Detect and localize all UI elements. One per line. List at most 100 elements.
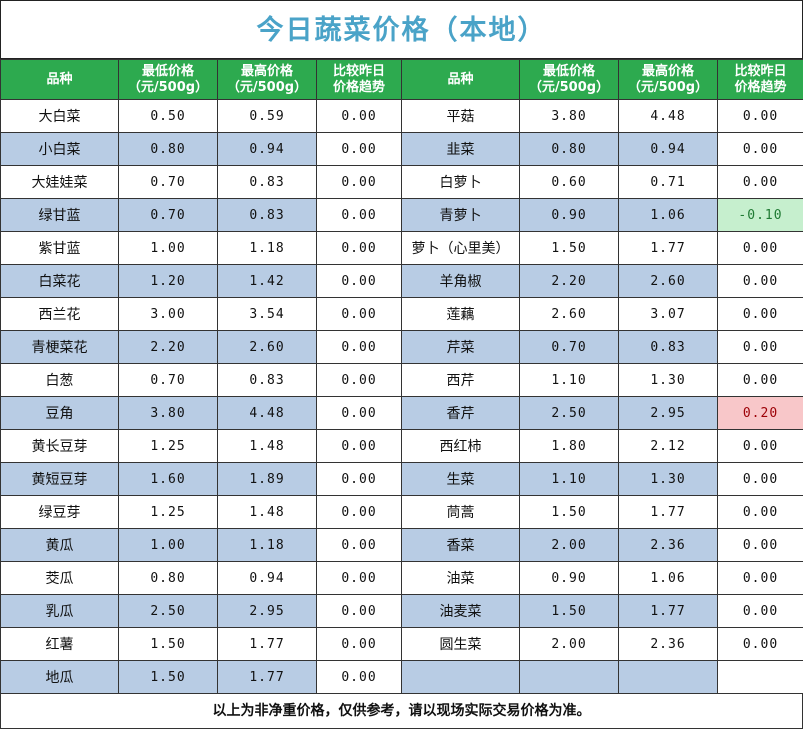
left-variety-cell: 大娃娃菜 — [0, 165, 119, 199]
right-trend-cell: 0.00 — [717, 363, 803, 397]
right-high-price-cell: 1.06 — [618, 198, 718, 232]
right-low-price-cell — [519, 660, 619, 694]
header-row: 品种 最低价格 （元/500g） 最高价格 （元/500g） 比较昨日 价格趋势 品种… — [0, 59, 803, 100]
left-low-price-cell: 1.50 — [118, 627, 218, 661]
left-high-price-cell: 0.94 — [217, 132, 317, 166]
right-low-price-cell: 0.80 — [519, 132, 619, 166]
right-high-price-cell: 2.12 — [618, 429, 718, 463]
right-low-price-cell: 3.80 — [519, 99, 619, 133]
right-variety-cell: 羊角椒 — [401, 264, 520, 298]
right-high-price-cell: 3.07 — [618, 297, 718, 331]
table-row: 绿甘蓝 0.70 0.83 0.00 青萝卜 0.90 1.06 -0.10 — [0, 198, 803, 232]
left-high-price-cell: 2.95 — [217, 594, 317, 628]
left-high-price-cell: 0.59 — [217, 99, 317, 133]
left-trend-cell: 0.00 — [316, 429, 402, 463]
right-low-price-cell: 2.60 — [519, 297, 619, 331]
right-high-price-cell: 2.36 — [618, 627, 718, 661]
left-trend-cell: 0.00 — [316, 297, 402, 331]
left-high-price-cell: 0.83 — [217, 198, 317, 232]
right-trend-cell: 0.00 — [717, 297, 803, 331]
left-trend-cell: 0.00 — [316, 594, 402, 628]
left-variety-cell: 白菜花 — [0, 264, 119, 298]
header-high-price: 最高价格 （元/500g） — [618, 59, 718, 100]
table-row: 地瓜 1.50 1.77 0.00 — [0, 660, 803, 694]
right-variety-cell: 青萝卜 — [401, 198, 520, 232]
right-high-price-cell: 0.71 — [618, 165, 718, 199]
left-low-price-cell: 0.70 — [118, 363, 218, 397]
right-high-price-cell: 4.48 — [618, 99, 718, 133]
table-row: 黄瓜 1.00 1.18 0.00 香菜 2.00 2.36 0.00 — [0, 528, 803, 562]
right-low-price-cell: 1.10 — [519, 462, 619, 496]
table-row: 大娃娃菜 0.70 0.83 0.00 白萝卜 0.60 0.71 0.00 — [0, 165, 803, 199]
table-row: 乳瓜 2.50 2.95 0.00 油麦菜 1.50 1.77 0.00 — [0, 594, 803, 628]
left-trend-cell: 0.00 — [316, 198, 402, 232]
left-high-price-cell: 1.77 — [217, 660, 317, 694]
right-trend-cell: 0.00 — [717, 561, 803, 595]
right-low-price-cell: 0.60 — [519, 165, 619, 199]
header-variety: 品种 — [0, 59, 119, 100]
right-trend-cell: 0.00 — [717, 429, 803, 463]
header-variety: 品种 — [401, 59, 520, 100]
left-low-price-cell: 0.70 — [118, 198, 218, 232]
left-trend-cell: 0.00 — [316, 660, 402, 694]
left-variety-cell: 豆角 — [0, 396, 119, 430]
left-low-price-cell: 0.80 — [118, 561, 218, 595]
left-high-price-cell: 2.60 — [217, 330, 317, 364]
right-variety-cell: 韭菜 — [401, 132, 520, 166]
left-variety-cell: 黄长豆芽 — [0, 429, 119, 463]
right-trend-cell: 0.00 — [717, 627, 803, 661]
left-variety-cell: 青梗菜花 — [0, 330, 119, 364]
table-row: 黄长豆芽 1.25 1.48 0.00 西红柿 1.80 2.12 0.00 — [0, 429, 803, 463]
right-high-price-cell: 1.77 — [618, 594, 718, 628]
right-low-price-cell: 1.50 — [519, 495, 619, 529]
left-low-price-cell: 0.70 — [118, 165, 218, 199]
right-low-price-cell: 2.00 — [519, 627, 619, 661]
right-trend-cell: 0.00 — [717, 231, 803, 265]
table-row: 茭瓜 0.80 0.94 0.00 油菜 0.90 1.06 0.00 — [0, 561, 803, 595]
header-high-price: 最高价格 （元/500g） — [217, 59, 317, 100]
right-trend-cell: 0.00 — [717, 495, 803, 529]
table-row: 青梗菜花 2.20 2.60 0.00 芹菜 0.70 0.83 0.00 — [0, 330, 803, 364]
header-low-price: 最低价格 （元/500g） — [118, 59, 218, 100]
left-trend-cell: 0.00 — [316, 132, 402, 166]
left-low-price-cell: 2.50 — [118, 594, 218, 628]
table-row: 白葱 0.70 0.83 0.00 西芹 1.10 1.30 0.00 — [0, 363, 803, 397]
table-row: 小白菜 0.80 0.94 0.00 韭菜 0.80 0.94 0.00 — [0, 132, 803, 166]
footer-note: 以上为非净重价格，仅供参考，请以现场实际交易价格为准。 — [0, 694, 803, 729]
left-high-price-cell: 1.42 — [217, 264, 317, 298]
left-trend-cell: 0.00 — [316, 264, 402, 298]
left-low-price-cell: 0.80 — [118, 132, 218, 166]
table-row: 白菜花 1.20 1.42 0.00 羊角椒 2.20 2.60 0.00 — [0, 264, 803, 298]
right-trend-cell: 0.00 — [717, 264, 803, 298]
right-variety-cell: 西芹 — [401, 363, 520, 397]
table-row: 西兰花 3.00 3.54 0.00 莲藕 2.60 3.07 0.00 — [0, 297, 803, 331]
right-high-price-cell: 2.36 — [618, 528, 718, 562]
right-variety-cell: 平菇 — [401, 99, 520, 133]
left-high-price-cell: 1.18 — [217, 231, 317, 265]
left-low-price-cell: 3.00 — [118, 297, 218, 331]
price-table: 品种 最低价格 （元/500g） 最高价格 （元/500g） 比较昨日 价格趋势 品种… — [0, 59, 803, 694]
right-variety-cell: 油麦菜 — [401, 594, 520, 628]
left-variety-cell: 红薯 — [0, 627, 119, 661]
right-low-price-cell: 0.90 — [519, 198, 619, 232]
left-trend-cell: 0.00 — [316, 396, 402, 430]
table-row: 黄短豆芽 1.60 1.89 0.00 生菜 1.10 1.30 0.00 — [0, 462, 803, 496]
right-trend-cell: 0.00 — [717, 165, 803, 199]
left-trend-cell: 0.00 — [316, 363, 402, 397]
left-variety-cell: 大白菜 — [0, 99, 119, 133]
left-variety-cell: 黄短豆芽 — [0, 462, 119, 496]
left-low-price-cell: 1.60 — [118, 462, 218, 496]
right-high-price-cell — [618, 660, 718, 694]
right-high-price-cell: 1.30 — [618, 363, 718, 397]
left-trend-cell: 0.00 — [316, 462, 402, 496]
table-row: 绿豆芽 1.25 1.48 0.00 茼蒿 1.50 1.77 0.00 — [0, 495, 803, 529]
right-variety-cell: 茼蒿 — [401, 495, 520, 529]
left-low-price-cell: 1.20 — [118, 264, 218, 298]
left-high-price-cell: 0.83 — [217, 165, 317, 199]
left-low-price-cell: 0.50 — [118, 99, 218, 133]
left-trend-cell: 0.00 — [316, 528, 402, 562]
right-low-price-cell: 1.50 — [519, 594, 619, 628]
right-trend-cell — [717, 660, 803, 694]
left-high-price-cell: 1.48 — [217, 495, 317, 529]
